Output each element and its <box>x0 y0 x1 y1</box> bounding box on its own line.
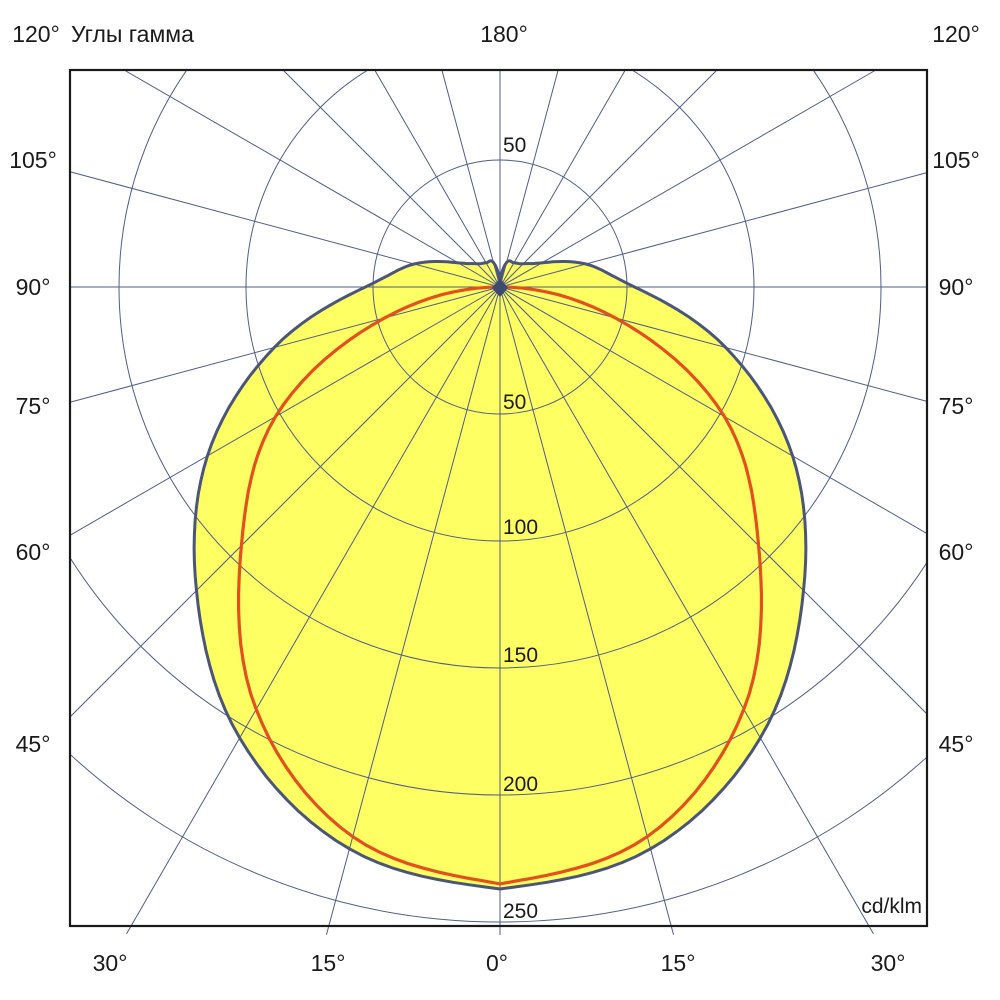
grid-ray-165 <box>441 69 501 288</box>
intensity-curve-red <box>237 285 763 886</box>
intensity-curve-outline <box>192 259 808 891</box>
angle-label-right-75: 75° <box>939 393 974 419</box>
grid-ray-30 <box>126 286 501 935</box>
angle-label-right-90: 90° <box>939 274 974 300</box>
grid-ray-60 <box>69 286 501 536</box>
angle-label-top-center-180: 180° <box>480 21 528 47</box>
curve-stroke-layer <box>192 259 808 891</box>
angle-label-left-75: 75° <box>16 393 51 419</box>
angle-label-left-105: 105° <box>9 147 57 173</box>
radial-label-50: 50 <box>503 391 526 414</box>
angle-label-bottom-right-15: 15° <box>661 950 696 976</box>
angle-label-bottom-left-15: 15° <box>311 950 346 976</box>
angle-label-left-45: 45° <box>16 731 51 757</box>
angle-label-left-60: 60° <box>16 539 51 565</box>
grid-ray-15 <box>325 286 501 935</box>
plot-frame <box>68 68 929 928</box>
angle-label-bottom-right-30: 30° <box>871 950 906 976</box>
grid-ray-150 <box>374 69 501 288</box>
chart-title: Углы гамма <box>71 21 194 47</box>
grid-ray-120 <box>123 69 501 288</box>
radial-label-250: 250 <box>503 900 538 923</box>
angle-label-top-left-120: 120° <box>12 21 60 47</box>
grid-ray-345 <box>499 286 675 935</box>
angle-label-right-60: 60° <box>939 539 974 565</box>
angle-label-right-105: 105° <box>932 147 980 173</box>
radial-label-100: 100 <box>503 516 538 539</box>
grid-ray-315 <box>499 286 928 715</box>
grid-ray-330 <box>499 286 874 935</box>
angle-label-left-90: 90° <box>16 274 51 300</box>
radial-label-200: 200 <box>503 773 538 796</box>
angle-label-top-right-120: 120° <box>932 21 980 47</box>
grid-ray-225 <box>499 69 718 288</box>
grid-ray-240 <box>499 69 877 288</box>
grid-ray-255 <box>499 172 928 288</box>
grid-ray-135 <box>282 69 501 288</box>
center-knot <box>492 278 508 297</box>
radial-label-150: 150 <box>503 644 538 667</box>
angle-label-bottom-left-30: 30° <box>93 950 128 976</box>
grid-ray-300 <box>499 286 928 534</box>
grid-ray-210 <box>499 69 626 288</box>
angle-label-right-45: 45° <box>939 731 974 757</box>
angle-label-bottom-0: 0° <box>486 950 508 976</box>
polar-grid-rays <box>69 69 928 935</box>
units-label: cd/klm <box>861 895 922 918</box>
grid-ray-45 <box>69 286 501 718</box>
grid-ray-195 <box>499 69 559 288</box>
grid-ray-105 <box>69 171 501 288</box>
grid-ray-75 <box>69 286 501 403</box>
grid-ray-285 <box>499 286 928 402</box>
radial-label-50-upper: 50 <box>503 134 526 157</box>
